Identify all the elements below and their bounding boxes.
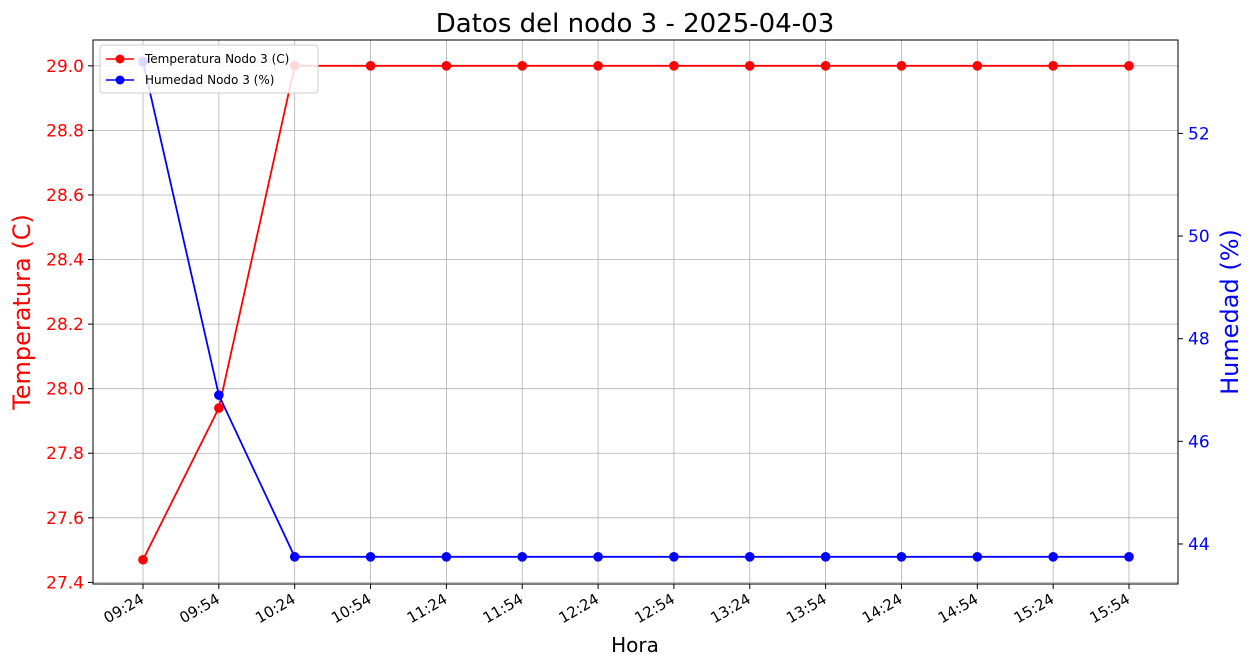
- x-tick-label: 11:54: [480, 590, 526, 627]
- left-tick-label: 28.2: [46, 315, 84, 335]
- plot-frame: [92, 39, 1179, 585]
- x-tick-label: 14:54: [935, 590, 981, 627]
- data-point-humedad-nodo-3: [365, 552, 376, 562]
- data-point-temperatura-nodo-3-c: [441, 61, 452, 71]
- legend: Temperatura Nodo 3 (C) Humedad Nodo 3 (%…: [99, 44, 319, 94]
- grid: [93, 40, 1178, 584]
- data-point-humedad-nodo-3: [441, 552, 452, 562]
- x-tick-label: 12:54: [631, 590, 677, 627]
- x-tick-label: 09:54: [176, 590, 222, 627]
- data-point-humedad-nodo-3: [744, 552, 755, 562]
- data-point-temperatura-nodo-3-c: [896, 61, 907, 71]
- left-tick-label: 27.8: [46, 444, 84, 464]
- series-line-temperatura-nodo-3-c: [142, 64, 1129, 561]
- right-axis-label: Humedad (%): [1216, 229, 1244, 395]
- data-point-temperatura-nodo-3-c: [517, 61, 528, 71]
- right-tick-label: 46: [1188, 432, 1210, 452]
- legend-marker-humedad: [115, 75, 125, 85]
- data-point-temperatura-nodo-3-c: [593, 61, 603, 71]
- data-point-humedad-nodo-3: [669, 552, 679, 562]
- data-point-temperatura-nodo-3-c: [138, 554, 148, 565]
- x-tick-label: 14:24: [859, 590, 905, 627]
- x-tick-label: 15:54: [1087, 590, 1133, 627]
- data-point-temperatura-nodo-3-c: [972, 61, 983, 71]
- data-point-humedad-nodo-3: [517, 552, 528, 562]
- series-line-humedad-nodo-3: [142, 61, 1129, 558]
- legend-label-humedad: Humedad Nodo 3 (%): [145, 73, 274, 87]
- data-point-temperatura-nodo-3-c: [214, 403, 224, 413]
- left-axis-label: Temperatura (C): [8, 214, 36, 411]
- data-point-humedad-nodo-3: [896, 552, 907, 562]
- left-tick-label: 28.6: [46, 186, 84, 206]
- left-tick-label: 28.4: [46, 251, 84, 271]
- legend-marker-temperatura: [115, 54, 125, 64]
- left-axis-ticks: 27.4 27.6 27.8 28.0 28.2 28.4 28.6 28.8 29.0: [46, 57, 93, 593]
- data-point-temperatura-nodo-3-c: [365, 61, 376, 71]
- data-point-humedad-nodo-3: [1048, 552, 1058, 562]
- series-layer: [138, 56, 1134, 565]
- x-tick-label: 10:54: [328, 590, 374, 627]
- data-point-temperatura-nodo-3-c: [744, 61, 755, 71]
- data-point-humedad-nodo-3: [1124, 552, 1134, 562]
- x-tick-label: 13:24: [707, 590, 753, 627]
- x-tick-label: 09:24: [101, 590, 147, 627]
- left-tick-label: 29.0: [46, 57, 84, 77]
- left-tick-label: 28.8: [46, 121, 84, 141]
- legend-box: [99, 44, 319, 94]
- x-axis-label: Hora: [611, 633, 659, 657]
- data-point-temperatura-nodo-3-c: [1048, 61, 1058, 71]
- data-point-humedad-nodo-3: [972, 552, 983, 562]
- data-point-humedad-nodo-3: [214, 390, 224, 400]
- x-axis-ticks: 09:24 09:54 10:24 10:54 11:24 11:54 12:24 12:54…: [101, 584, 1133, 627]
- data-point-humedad-nodo-3: [593, 552, 603, 562]
- x-tick-label: 15:24: [1011, 590, 1057, 627]
- x-tick-label: 13:54: [783, 590, 829, 627]
- left-tick-label: 28.0: [46, 380, 84, 400]
- legend-label-temperatura: Temperatura Nodo 3 (C): [144, 52, 289, 66]
- right-tick-label: 48: [1188, 330, 1210, 350]
- right-tick-label: 44: [1188, 535, 1210, 555]
- right-tick-label: 50: [1188, 227, 1210, 247]
- chart-title: Datos del nodo 3 - 2025-04-03: [436, 9, 834, 39]
- data-point-humedad-nodo-3: [289, 552, 300, 562]
- data-point-temperatura-nodo-3-c: [1124, 61, 1134, 71]
- x-tick-label: 12:24: [556, 590, 602, 627]
- x-tick-label: 11:24: [404, 590, 450, 627]
- data-point-temperatura-nodo-3-c: [669, 61, 679, 71]
- data-point-temperatura-nodo-3-c: [820, 61, 831, 71]
- data-point-humedad-nodo-3: [820, 552, 831, 562]
- right-axis-ticks: 44 46 48 50 52: [1178, 124, 1210, 555]
- right-tick-label: 52: [1188, 124, 1210, 144]
- left-tick-label: 27.4: [46, 573, 84, 593]
- x-tick-label: 10:24: [252, 590, 298, 627]
- left-tick-label: 27.6: [46, 509, 84, 529]
